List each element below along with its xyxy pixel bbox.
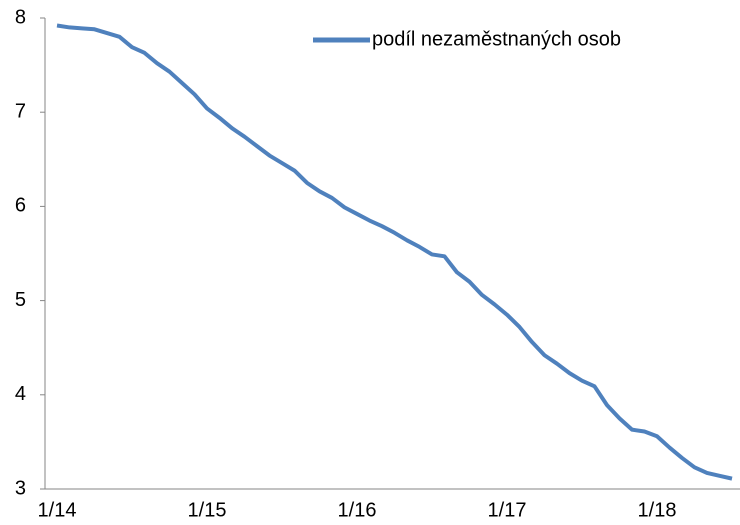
x-tick-label: 1/18 — [638, 499, 677, 521]
x-tick-label: 1/15 — [188, 499, 227, 521]
x-tick-label: 1/14 — [38, 499, 77, 521]
y-tick-label: 3 — [15, 477, 26, 499]
y-tick-label: 5 — [15, 289, 26, 311]
y-tick-label: 7 — [15, 100, 26, 122]
y-tick-label: 4 — [15, 383, 26, 405]
y-tick-label: 6 — [15, 195, 26, 217]
legend-label: podíl nezaměstnaných osob — [372, 28, 621, 50]
line — [56, 23, 733, 481]
x-tick-label: 1/17 — [488, 499, 527, 521]
x-tick-label: 1/16 — [338, 499, 377, 521]
y-tick-label: 8 — [15, 6, 26, 28]
